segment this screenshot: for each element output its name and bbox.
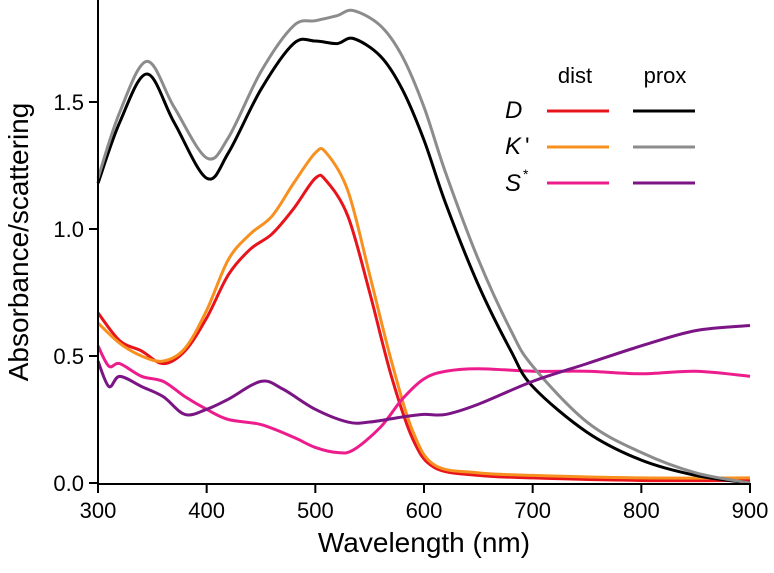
legend-header-dist: dist — [558, 63, 592, 88]
x-tick-label: 800 — [623, 498, 660, 523]
x-tick-label: 500 — [297, 498, 334, 523]
y-tick-label: 0.5 — [53, 344, 84, 369]
y-tick-label: 1.5 — [53, 90, 84, 115]
x-axis-label: Wavelength (nm) — [318, 527, 530, 558]
series-line-d-dist — [96, 173, 751, 483]
y-tick-label: 1.0 — [53, 217, 84, 242]
legend-label-k: K ' — [505, 133, 530, 160]
legend-label-s: S * — [505, 166, 529, 197]
x-tick-label: 400 — [188, 498, 225, 523]
x-tick-label: 900 — [732, 498, 769, 523]
x-tick-label: 300 — [80, 498, 117, 523]
series-line-k-dist — [96, 147, 751, 480]
series-line-s-prox — [96, 324, 751, 425]
x-tick-label: 700 — [514, 498, 551, 523]
series-line-d-prox — [96, 36, 751, 485]
y-tick-label: 0.0 — [53, 471, 84, 496]
series-line-s-dist — [96, 345, 751, 455]
legend-label-d: D — [505, 97, 522, 124]
x-tick-label: 600 — [406, 498, 443, 523]
legend: dist prox D K ' S * — [505, 63, 695, 197]
series-line-k-prox — [96, 8, 751, 485]
legend-header-prox: prox — [644, 63, 687, 88]
y-axis-label: Absorbance/scattering — [3, 103, 34, 382]
